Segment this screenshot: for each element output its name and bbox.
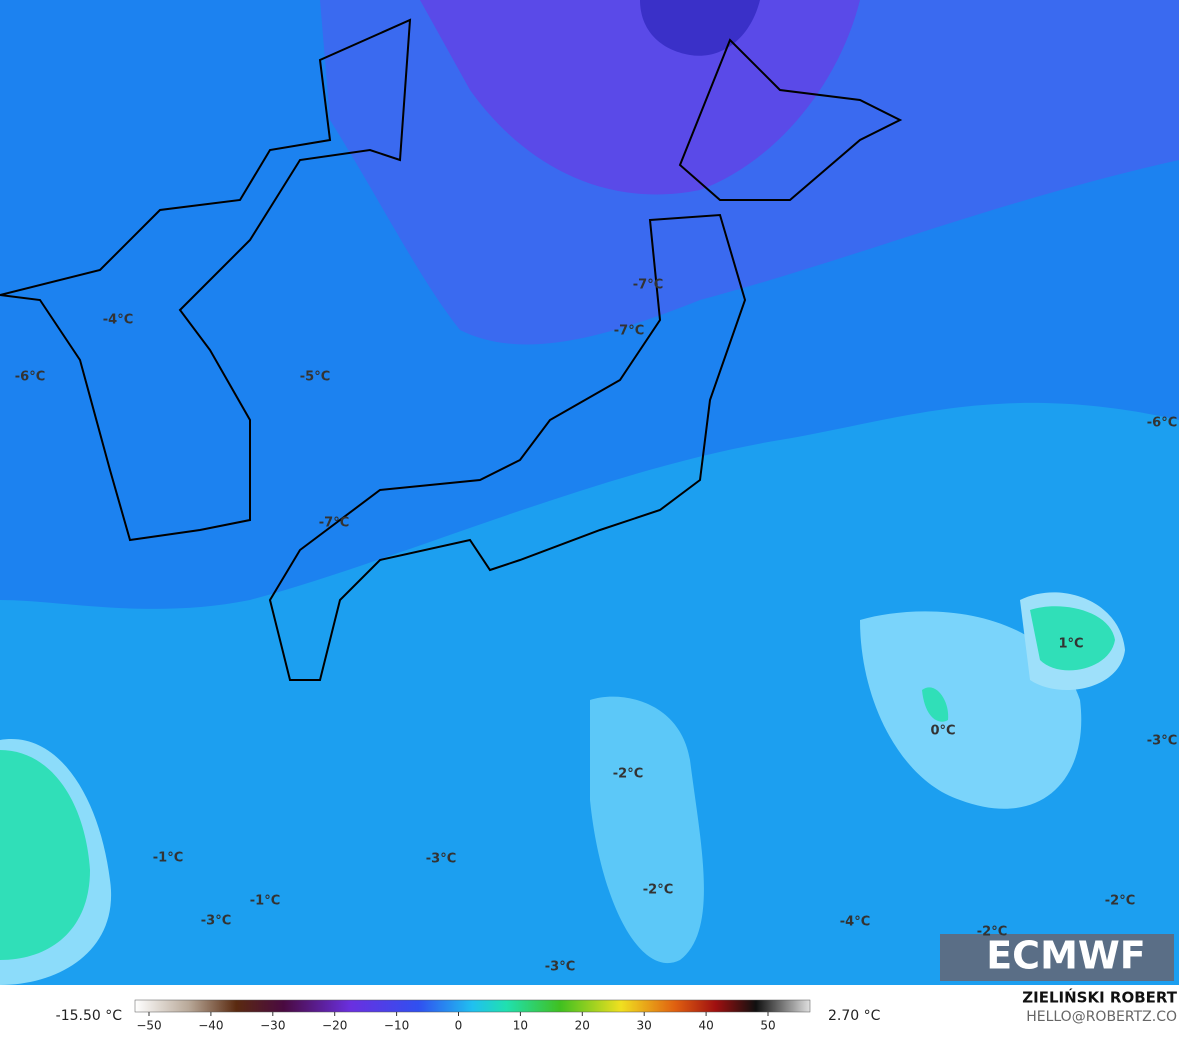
korea-coastline <box>0 18 412 542</box>
logo: ECMWF <box>986 934 1146 978</box>
colorbar <box>134 999 811 1013</box>
contour-label: -6°C <box>1147 416 1177 431</box>
colorbar-min: -15.50 °C <box>56 1008 123 1024</box>
contour-label: -3°C <box>201 914 231 929</box>
colorbar-tick-label: 30 <box>637 1019 652 1033</box>
warm-region <box>860 611 1082 809</box>
colorbar-tick-label: −50 <box>136 1019 161 1033</box>
contour-label: -3°C <box>1147 734 1177 749</box>
contour-label: -4°C <box>840 915 870 930</box>
coldest-region <box>420 0 860 195</box>
colorbar-tick-label: −30 <box>260 1019 285 1033</box>
colorbar-tick-label: 40 <box>698 1019 713 1033</box>
hokkaido-coastline <box>678 38 903 201</box>
colorbar-tick-label: −40 <box>198 1019 223 1033</box>
contour-label: -6°C <box>15 370 45 385</box>
credit-name: ZIELIŃSKI ROBERT <box>1022 988 1177 1007</box>
warm-core <box>1030 606 1115 671</box>
contour-label: -2°C <box>977 925 1007 940</box>
credit-contact: HELLO@ROBERTZ.CO <box>1026 1009 1177 1025</box>
contour-label: -1°C <box>153 851 183 866</box>
logo-box <box>940 934 1174 981</box>
contour-label: -2°C <box>643 883 673 898</box>
warm-core <box>0 750 90 960</box>
contour-label: -4°C <box>103 313 133 328</box>
colorbar-tick-label: 10 <box>513 1019 528 1033</box>
contour-label: 1°C <box>1058 637 1083 652</box>
colorbar-tick-label: 20 <box>575 1019 590 1033</box>
contour-label: -2°C <box>1105 894 1135 909</box>
warm-core <box>922 687 949 722</box>
warm-region <box>590 696 704 964</box>
contour-label: -5°C <box>300 370 330 385</box>
contour-label: -7°C <box>319 516 349 531</box>
colorbar-tick-label: 50 <box>760 1019 775 1033</box>
contour-label: -1°C <box>250 894 280 909</box>
contour-label: -3°C <box>545 960 575 975</box>
colorbar-tick-label: 0 <box>455 1019 463 1033</box>
colorbar-max: 2.70 °C <box>828 1008 881 1024</box>
contour-label: -2°C <box>613 767 643 782</box>
contour-label: -7°C <box>633 278 663 293</box>
colorbar-tick-label: −10 <box>384 1019 409 1033</box>
contour-label: -3°C <box>426 852 456 867</box>
contour-label: 0°C <box>930 724 955 739</box>
japan-coastline <box>268 213 747 681</box>
colorbar-tick-label: −20 <box>322 1019 347 1033</box>
contour-label: -7°C <box>614 324 644 339</box>
